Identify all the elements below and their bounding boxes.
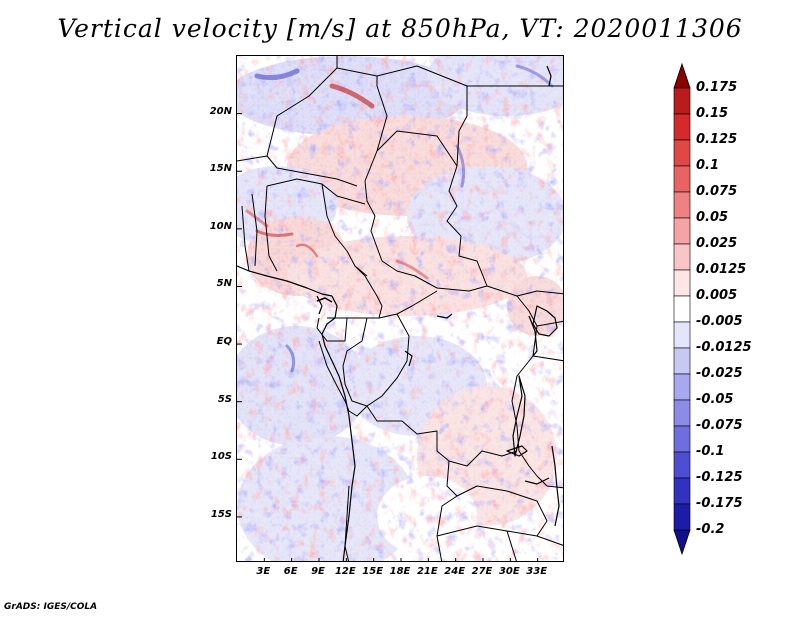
colorbar-level-label: -0.0125 [696,340,752,355]
map-title: Vertical velocity [m/s] at 850hPa, VT: 2… [57,14,743,43]
colorbar-segment [673,399,691,427]
lon-tick-label: 33E [526,566,548,577]
lon-tick-label: 15E [362,566,384,577]
colorbar-segment [673,113,691,141]
colorbar-level-label: 0.075 [696,184,738,199]
lon-tick-label: 18E [389,566,411,577]
colorbar-level-label: 0.005 [696,288,738,303]
lon-tick-label: 21E [416,566,438,577]
colorbar-segment [673,165,691,193]
lon-tick-label: 9E [311,566,325,577]
colorbar-segment [673,373,691,401]
colorbar-segment [673,477,691,505]
lon-tick-label: 27E [471,566,493,577]
lat-tick-label: 15N [209,163,232,175]
colorbar-level-label: -0.125 [696,470,743,485]
colorbar-segment [673,243,691,271]
colorbar-level-label: 0.0125 [696,262,747,277]
lat-tick-label: 5N [216,278,232,290]
colorbar-segment [673,503,691,531]
colorbar-level-label: 0.1 [696,158,720,173]
colorbar-level-label: -0.075 [696,418,743,433]
lat-tick-label: EQ [216,336,232,348]
colorbar-level-label: 0.05 [696,210,729,225]
lat-tick-label: 10S [210,451,232,463]
lat-tick-label: 20N [209,105,232,117]
lat-tick-label: 5S [217,393,232,405]
colorbar-segment [673,295,691,323]
map-panel [236,55,564,562]
vertical-velocity-field [237,56,563,561]
colorbar-segment [673,321,691,349]
country-borders [237,56,563,561]
strong-updraft-streaks [245,83,429,280]
colorbar-level-label: 0.025 [696,236,738,251]
colorbar-level-label: -0.025 [696,366,743,381]
lat-tick-label: 15S [210,508,232,520]
lon-tick-label: 3E [256,566,271,577]
colorbar-top-arrow [673,62,691,89]
colorbar-segment [673,425,691,453]
colorbar-segment [673,451,691,479]
colorbar-level-label: 0.175 [696,80,738,95]
colorbar-level-label: 0.125 [696,132,738,147]
colorbar-segment [673,139,691,167]
lon-tick-label: 30E [498,566,520,577]
colorbar-segment [673,269,691,297]
colorbar-level-label: -0.2 [696,522,725,537]
lon-tick-label: 6E [283,566,298,577]
colorbar-segment [673,347,691,375]
coastline [237,65,560,561]
colorbar-segment [673,191,691,219]
colorbar-level-label: -0.175 [696,496,743,511]
grads-credit: GrADS: IGES/COLA [4,602,98,612]
lat-tick-label: 10N [209,220,232,232]
colorbar-segment [673,87,691,115]
lon-tick-label: 12E [334,566,356,577]
colorbar-level-label: -0.1 [696,444,725,459]
colorbar-level-label: -0.05 [696,392,734,407]
colorbar-segment [673,217,691,245]
lon-tick-label: 24E [444,566,466,577]
colorbar-level-label: 0.15 [696,106,729,121]
colorbar-level-label: -0.005 [696,314,743,329]
colorbar-bottom-arrow [673,529,691,556]
